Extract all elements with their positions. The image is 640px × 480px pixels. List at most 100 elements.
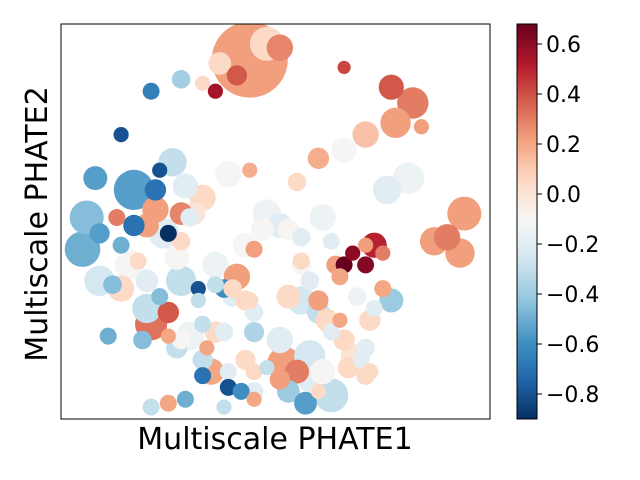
scatter-point-47 bbox=[180, 208, 199, 227]
scatter-point-114 bbox=[246, 391, 262, 407]
scatter-point-14 bbox=[352, 121, 379, 148]
scatter-point-38 bbox=[108, 209, 126, 226]
scatter-point-121 bbox=[308, 290, 329, 311]
scatter-point-13 bbox=[413, 119, 429, 135]
scatter-point-26 bbox=[215, 160, 242, 188]
colorbar-tick-label-0: −0.8 bbox=[546, 383, 599, 408]
scatter-point-93 bbox=[276, 284, 301, 309]
scatter-point-59 bbox=[157, 301, 179, 324]
colorbar-tick-label-4: 0.0 bbox=[546, 183, 581, 208]
scatter-point-27 bbox=[242, 162, 258, 178]
scatter-point-125 bbox=[345, 245, 361, 261]
scatter-point-130 bbox=[375, 245, 391, 261]
scatter-point-46 bbox=[159, 224, 177, 242]
scatter-point-7 bbox=[207, 83, 223, 99]
scatter-point-79 bbox=[223, 279, 242, 298]
scatter-point-5 bbox=[171, 70, 191, 89]
scatter-point-63 bbox=[160, 328, 176, 344]
scatter-point-56 bbox=[151, 288, 169, 306]
scatter-point-117 bbox=[194, 367, 212, 385]
scatter-point-31 bbox=[447, 196, 482, 231]
scatter-point-110 bbox=[219, 378, 237, 396]
scatter-point-140 bbox=[322, 232, 340, 250]
scatter-point-9 bbox=[337, 60, 351, 74]
scatter-point-119 bbox=[159, 394, 177, 412]
colorbar-tick-label-7: 0.6 bbox=[546, 33, 581, 58]
x-axis-label: Multiscale PHATE1 bbox=[137, 422, 412, 457]
scatter-point-69 bbox=[199, 340, 215, 356]
colorbar-ticks-group: −0.8 −0.6 −0.4 −0.2 0.0 0.2 0.4 0.6 bbox=[537, 33, 599, 408]
scatter-point-8 bbox=[195, 75, 211, 91]
scatter-point-75 bbox=[190, 292, 206, 309]
colorbar bbox=[516, 23, 538, 420]
scatter-point-126 bbox=[357, 256, 375, 274]
scatter-point-54 bbox=[129, 252, 147, 270]
scatter-point-33 bbox=[433, 224, 461, 251]
scatter-point-60 bbox=[171, 330, 191, 350]
scatter-point-131 bbox=[374, 280, 392, 298]
scatter-point-48 bbox=[171, 232, 191, 251]
scatter-point-86 bbox=[251, 218, 274, 241]
scatter-point-72 bbox=[219, 363, 237, 381]
plot-frame bbox=[60, 23, 491, 420]
scatter-point-65 bbox=[99, 327, 117, 345]
scatter-point-94 bbox=[266, 326, 293, 354]
scatter-points-group bbox=[64, 24, 482, 416]
scatter-point-104 bbox=[361, 363, 379, 381]
scatter-point-39 bbox=[112, 236, 130, 254]
scatter-point-40 bbox=[123, 214, 145, 237]
scatter-point-15 bbox=[331, 137, 357, 163]
scatter-point-22 bbox=[152, 162, 168, 178]
scatter-point-111 bbox=[232, 382, 250, 400]
scatter-point-85 bbox=[245, 240, 263, 258]
scatter-point-108 bbox=[294, 391, 317, 415]
scatter-point-29 bbox=[372, 175, 402, 205]
colorbar-tick-label-3: −0.2 bbox=[546, 233, 599, 258]
scatter-point-2 bbox=[266, 34, 293, 61]
scatter-point-74 bbox=[190, 281, 206, 297]
scatter-point-133 bbox=[365, 299, 383, 317]
scatter-point-100 bbox=[322, 323, 340, 341]
scatter-point-81 bbox=[241, 292, 259, 309]
scatter-point-17 bbox=[113, 127, 129, 143]
scatter-point-10 bbox=[378, 74, 404, 100]
scatter-point-53 bbox=[135, 269, 159, 293]
scatter-point-120 bbox=[142, 398, 160, 416]
scatter-point-116 bbox=[216, 399, 232, 415]
scatter-point-49 bbox=[164, 244, 190, 270]
colorbar-tick-label-6: 0.4 bbox=[546, 83, 581, 108]
scatter-point-99 bbox=[310, 359, 336, 385]
scatter-point-16 bbox=[307, 147, 330, 169]
scatter-point-20 bbox=[113, 169, 154, 210]
scatter-point-76 bbox=[206, 276, 224, 294]
scatter-point-6 bbox=[142, 82, 160, 100]
scatter-point-118 bbox=[176, 390, 194, 408]
scatter-point-57 bbox=[165, 265, 197, 296]
scatter-point-12 bbox=[380, 107, 411, 138]
scatter-point-30 bbox=[392, 162, 425, 194]
scatter-point-129 bbox=[358, 237, 374, 253]
scatter-point-115 bbox=[259, 360, 275, 376]
scatter-point-68 bbox=[214, 322, 234, 342]
scatter-point-90 bbox=[291, 228, 311, 247]
colorbar-tick-label-1: −0.6 bbox=[546, 333, 599, 358]
colorbar-tick-label-5: 0.2 bbox=[546, 133, 581, 158]
scatter-point-96 bbox=[285, 359, 309, 384]
scatter-point-83 bbox=[244, 322, 265, 343]
scatter-point-124 bbox=[332, 312, 348, 328]
scatter-point-19 bbox=[83, 166, 108, 191]
scatter-point-106 bbox=[310, 383, 326, 399]
scatter-point-64 bbox=[133, 330, 152, 350]
scatter-point-109 bbox=[269, 369, 290, 390]
scatter-point-3 bbox=[208, 52, 232, 75]
scatter-point-4 bbox=[226, 65, 247, 86]
scatter-point-145 bbox=[331, 268, 349, 286]
scatter-point-37 bbox=[64, 231, 101, 267]
scatter-point-21 bbox=[144, 179, 167, 201]
scatter-point-134 bbox=[347, 287, 367, 306]
scatter-point-77 bbox=[202, 251, 229, 279]
scatter-point-66 bbox=[194, 315, 212, 333]
scatter-point-36 bbox=[89, 223, 110, 244]
y-axis-label: Multiscale PHATE2 bbox=[20, 86, 55, 361]
